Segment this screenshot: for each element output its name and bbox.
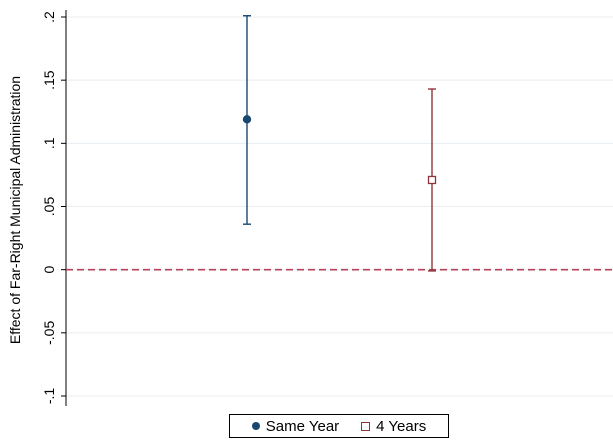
hollow-square-icon (361, 421, 371, 431)
y-tick-label-5: .15 (41, 70, 57, 90)
gridlines (66, 16, 613, 397)
point-same-year (242, 115, 252, 124)
chart-canvas: -.1 -.05 0 .05 .1 .15 .2 Effect of Far-Right M… (7, 10, 613, 406)
y-axis-ticks: -.1 -.05 0 .05 .1 .15 .2 (41, 11, 66, 404)
point-4-years (427, 175, 437, 185)
legend: Same Year 4 Years (229, 414, 449, 438)
y-tick-label-2: 0 (41, 266, 57, 274)
y-axis-title: Effect of Far-Right Municipal Administra… (7, 76, 23, 344)
y-tick-label-4: .1 (41, 137, 57, 149)
legend-label-4-years: 4 Years (376, 417, 427, 435)
filled-circle-icon (251, 422, 260, 430)
y-tick-label-1: -.05 (41, 321, 57, 345)
legend-item-4-years: 4 Years (361, 418, 426, 435)
legend-label-same-year: Same Year (265, 417, 340, 435)
legend-item-same-year: Same Year (251, 417, 340, 435)
y-tick-label-6: .2 (41, 11, 57, 23)
y-tick-label-3: .05 (41, 197, 57, 217)
y-tick-label-0: -.1 (41, 388, 57, 405)
series-layer (242, 15, 437, 272)
